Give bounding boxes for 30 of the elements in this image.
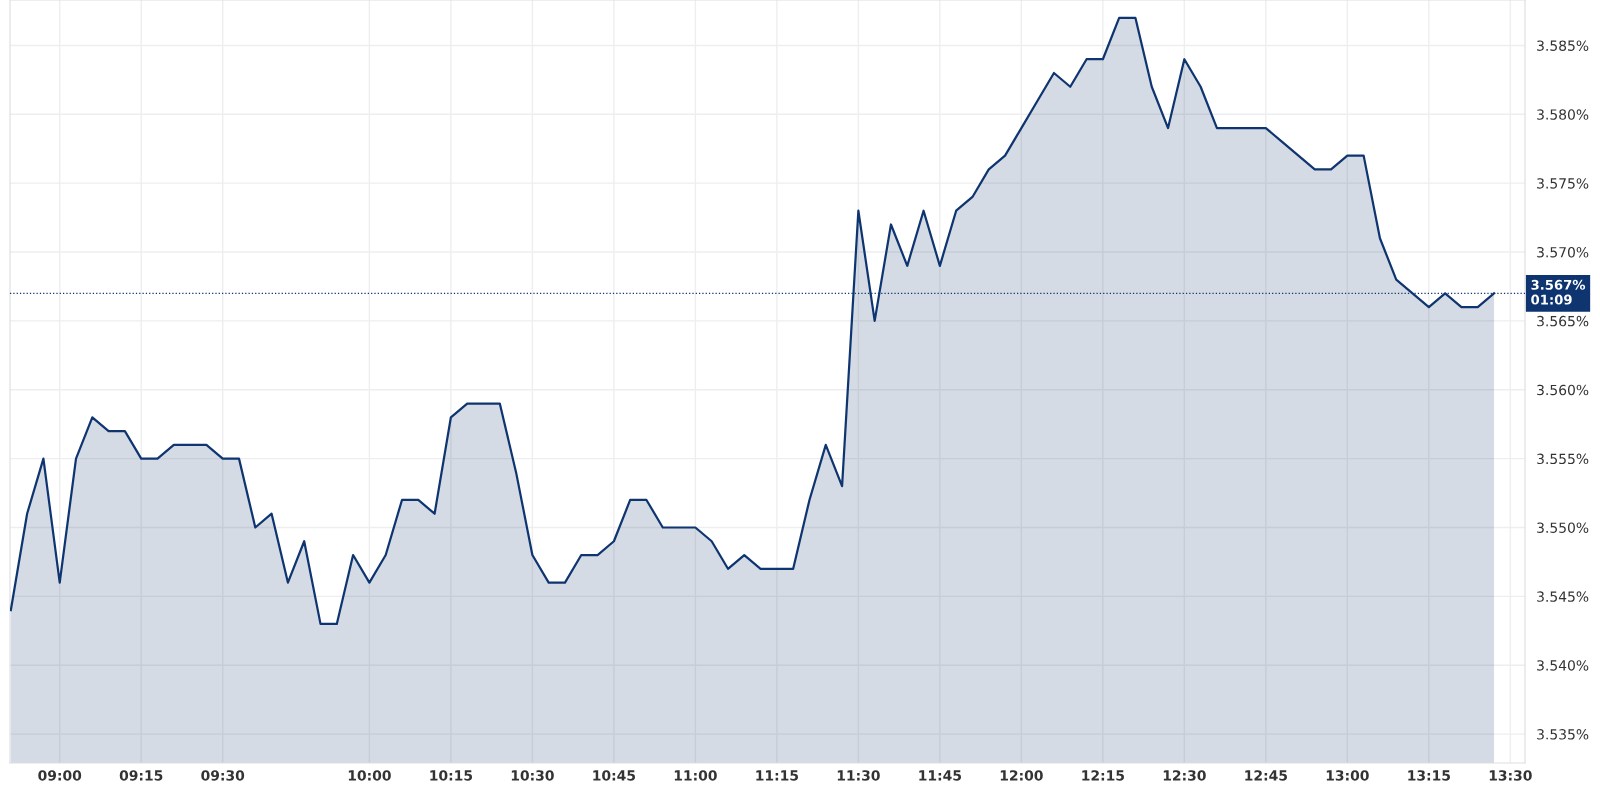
x-tick-label: 11:15	[756, 770, 799, 781]
x-tick-label: 10:15	[430, 770, 473, 781]
y-tick-label: 3.570%	[1537, 247, 1589, 258]
x-tick-label: 13:30	[1489, 770, 1532, 781]
y-tick-label: 3.585%	[1537, 40, 1589, 51]
x-tick-label: 12:15	[1082, 770, 1124, 781]
x-tick-label: 09:00	[38, 770, 82, 781]
x-tick-label: 10:30	[511, 770, 554, 781]
y-tick-label: 3.540%	[1537, 660, 1589, 671]
y-tick-label: 3.555%	[1537, 453, 1589, 465]
y-tick-label: 3.575%	[1537, 178, 1589, 189]
y-tick-label: 3.545%	[1537, 591, 1589, 602]
x-tick-label: 11:30	[837, 770, 880, 781]
x-tick-label: 13:15	[1408, 770, 1450, 781]
y-tick-label: 3.565%	[1537, 315, 1589, 327]
x-tick-label: 09:30	[201, 770, 245, 781]
x-tick-label: 11:00	[674, 770, 717, 781]
x-tick-label: 10:00	[348, 770, 391, 781]
ref-line-label: 3.567% 01:09	[1531, 279, 1586, 305]
y-tick-label: 3.560%	[1537, 384, 1589, 396]
y-tick-label: 3.580%	[1537, 109, 1589, 120]
x-tick-label: 12:45	[1245, 770, 1287, 781]
x-tick-label: 12:00	[1000, 770, 1043, 781]
x-tick-label: 12:30	[1163, 770, 1206, 781]
y-tick-label: 3.550%	[1537, 522, 1589, 533]
x-tick-label: 10:45	[593, 770, 636, 781]
x-tick-label: 11:45	[919, 770, 961, 781]
y-tick-label: 3.535%	[1537, 729, 1589, 740]
x-tick-label: 09:15	[119, 770, 163, 781]
x-tick-label: 13:00	[1326, 770, 1369, 781]
